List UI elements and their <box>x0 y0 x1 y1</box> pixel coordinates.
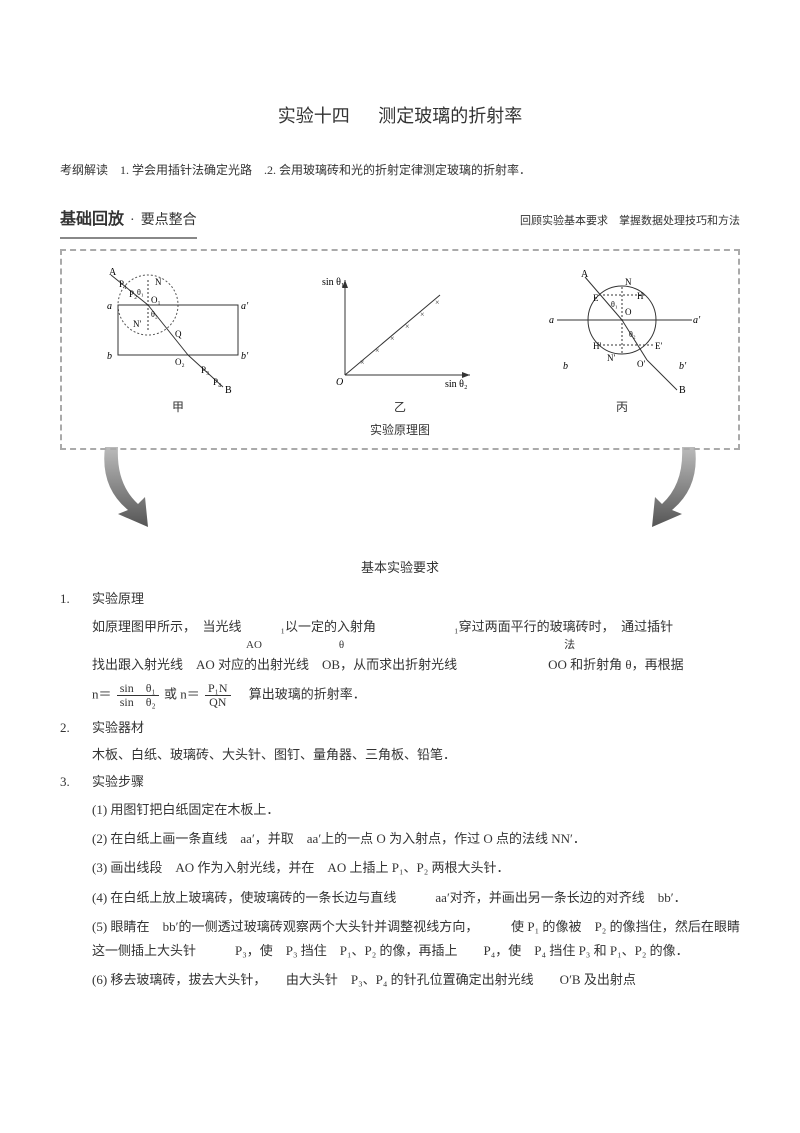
svg-text:×: × <box>390 334 395 343</box>
svg-text:a: a <box>549 315 554 326</box>
svg-text:×: × <box>420 310 425 319</box>
svg-text:P₃: P₃ <box>201 365 209 375</box>
svg-text:A: A <box>109 267 117 278</box>
step-3: (3) 画出线段 AO 作为入射光线，并在 AO 上插上 P₁、P₂ 两根大头针… <box>60 856 740 879</box>
svg-text:Q: Q <box>175 329 182 339</box>
title-left: 实验十四 <box>278 100 350 132</box>
svg-text:b: b <box>107 351 112 362</box>
svg-text:P₂: P₂ <box>129 289 137 299</box>
step-2: (2) 在白纸上画一条直线 aa′，并取 aa′上的一点 O 为入射点，作过 O… <box>60 827 740 850</box>
svg-text:B: B <box>225 385 232 395</box>
svg-text:b′: b′ <box>679 361 687 372</box>
svg-text:a′: a′ <box>241 301 249 312</box>
num-1: 1. <box>60 587 92 610</box>
svg-text:×: × <box>360 358 365 367</box>
label-c: 丙 <box>516 397 728 419</box>
label-2: 实验器材 <box>92 716 740 739</box>
banner-sub: 要点整合 <box>141 208 197 233</box>
svg-text:×: × <box>435 298 440 307</box>
svg-text:a′: a′ <box>693 315 701 326</box>
arrows-row <box>60 442 740 532</box>
svg-text:N′: N′ <box>607 353 615 363</box>
diagram-caption: 实验原理图 <box>72 420 728 442</box>
svg-text:N: N <box>625 277 632 287</box>
frac-2-d: QN <box>205 696 231 709</box>
f-end: 算出玻璃的折射率． <box>236 687 366 702</box>
section-banner: 基础回放 · 要点整合 回顾实验基本要求 掌握数据处理技巧和方法 <box>60 206 740 239</box>
diagram-a: A P₁ P₂ N O₁ θ₁ θ₂ a a′ N′ Q b b′ O₂ P₃ … <box>72 265 284 419</box>
item-1: 1. 实验原理 <box>60 587 740 610</box>
title-right: 测定玻璃的折射率 <box>378 100 522 132</box>
p1-line2: 找出跟入射光线 AO 对应的出射光线 OB，从而求出折射光线 OO 和折射角 θ… <box>60 653 740 676</box>
frac-1: sin θ₁ sin θ₂ <box>117 682 159 709</box>
svg-text:θ₂: θ₂ <box>629 330 636 339</box>
p2-text: 木板、白纸、玻璃砖、大头针、图钉、量角器、三角板、铅笔． <box>60 743 740 766</box>
label-a: 甲 <box>72 397 284 419</box>
banner-dot: · <box>130 208 135 233</box>
step-1: (1) 用图钉把白纸固定在木板上． <box>60 798 740 821</box>
banner-left: 基础回放 · 要点整合 <box>60 206 197 239</box>
num-3: 3. <box>60 770 92 793</box>
svg-text:a: a <box>107 301 112 312</box>
svg-text:b′: b′ <box>241 351 249 362</box>
step-5: (5) 眼睛在 bb′的一侧透过玻璃砖观察两个大头针并调整视线方向， 使 P₁ … <box>60 915 740 962</box>
svg-text:A: A <box>581 269 589 280</box>
step-6: (6) 移去玻璃砖，拔去大头针， 由大头针 P₃、P₄ 的针孔位置确定出射光线 … <box>60 968 740 991</box>
syllabus-line: 考纲解读 1. 学会用插针法确定光路 .2. 会用玻璃砖和光的折射定律测定玻璃的… <box>60 160 740 182</box>
banner-right: 回顾实验基本要求 掌握数据处理技巧和方法 <box>520 212 740 232</box>
item-2: 2. 实验器材 <box>60 716 740 739</box>
page-title: 实验十四 测定玻璃的折射率 <box>60 100 740 132</box>
frac-1-d: sin θ₂ <box>117 696 159 709</box>
svg-text:sin θ₂: sin θ₂ <box>445 379 467 390</box>
diagram-a-svg: A P₁ P₂ N O₁ θ₁ θ₂ a a′ N′ Q b b′ O₂ P₃ … <box>93 265 263 395</box>
diagram-row: A P₁ P₂ N O₁ θ₁ θ₂ a a′ N′ Q b b′ O₂ P₃ … <box>72 265 728 419</box>
svg-text:θ₁: θ₁ <box>611 300 618 309</box>
diagram-b: × × × × × × sin θ₁ sin θ₂ O 乙 <box>294 265 506 419</box>
svg-text:H′: H′ <box>593 341 601 351</box>
label-b: 乙 <box>294 397 506 419</box>
svg-text:O₁: O₁ <box>151 295 161 305</box>
svg-text:O: O <box>336 377 343 388</box>
p1-formula: n＝ sin θ₁ sin θ₂ 或 n＝ P₁N QN 算出玻璃的折射率． <box>60 682 740 709</box>
f-pre: n＝ <box>92 687 112 702</box>
svg-text:H: H <box>637 291 644 301</box>
frac-2: P₁N QN <box>205 682 231 709</box>
diagram-c: A N E H O θ₁ a a′ H′ θ₂ E′ N′ O′ b b′ B … <box>516 265 728 419</box>
banner-bold: 基础回放 <box>60 206 124 235</box>
arrow-right-icon <box>620 442 710 532</box>
arrow-left-icon <box>90 442 180 532</box>
svg-text:O′: O′ <box>637 359 645 369</box>
svg-text:B: B <box>679 385 686 395</box>
svg-text:b: b <box>563 361 568 372</box>
frac-1-n: sin θ₁ <box>117 682 159 696</box>
num-2: 2. <box>60 716 92 739</box>
item-3: 3. 实验步骤 <box>60 770 740 793</box>
svg-text:E: E <box>593 293 599 303</box>
svg-text:P₁: P₁ <box>119 279 127 289</box>
svg-text:E′: E′ <box>655 341 662 351</box>
svg-text:O₂: O₂ <box>175 357 185 367</box>
svg-text:O: O <box>625 307 632 317</box>
svg-text:×: × <box>375 346 380 355</box>
svg-text:sin θ₁: sin θ₁ <box>322 277 344 288</box>
step-4: (4) 在白纸上放上玻璃砖，使玻璃砖的一条长边与直线 aa′对齐，并画出另一条长… <box>60 886 740 909</box>
svg-text:θ₁: θ₁ <box>137 288 144 297</box>
diagram-box: A P₁ P₂ N O₁ θ₁ θ₂ a a′ N′ Q b b′ O₂ P₃ … <box>60 249 740 450</box>
subtitle: 基本实验要求 <box>60 556 740 579</box>
frac-2-n: P₁N <box>205 682 231 696</box>
f-mid: 或 n＝ <box>164 687 200 702</box>
diagram-b-svg: × × × × × × sin θ₁ sin θ₂ O <box>320 265 480 395</box>
diagram-c-svg: A N E H O θ₁ a a′ H′ θ₂ E′ N′ O′ b b′ B <box>537 265 707 395</box>
svg-text:N′: N′ <box>133 319 141 329</box>
p1-line1: 如原理图甲所示， 当光线 ₁以一定的入射角 ₁穿过两面平行的玻璃砖时， 通过插针 <box>60 615 740 638</box>
svg-text:P₄: P₄ <box>213 377 221 387</box>
label-3: 实验步骤 <box>92 770 740 793</box>
label-1: 实验原理 <box>92 587 740 610</box>
svg-text:θ₂: θ₂ <box>151 310 158 319</box>
svg-text:N: N <box>155 277 162 287</box>
p1-line1b: AO θ 法 <box>60 642 740 649</box>
svg-text:×: × <box>405 322 410 331</box>
